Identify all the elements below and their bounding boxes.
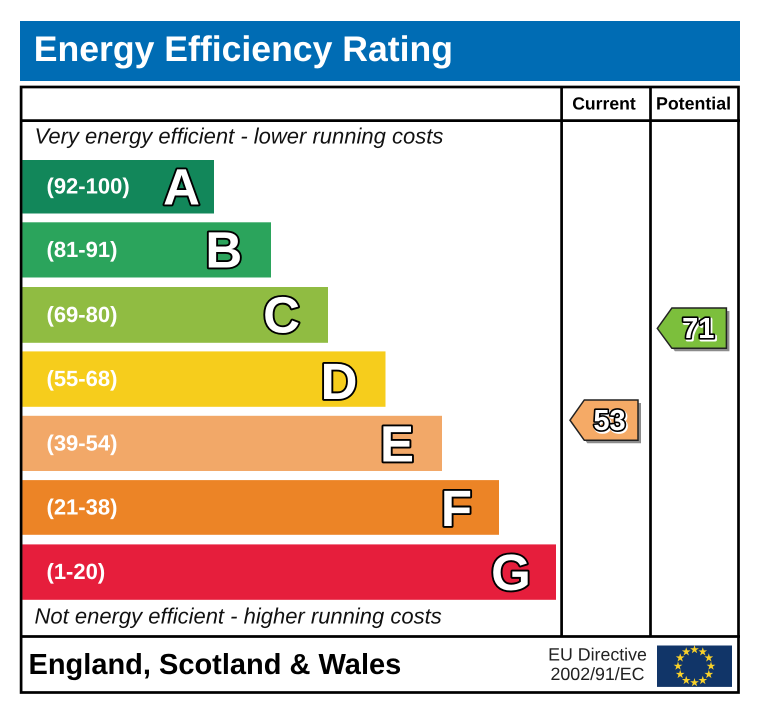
svg-text:53: 53: [593, 405, 625, 437]
svg-text:71: 71: [682, 313, 714, 345]
svg-text:(69-80): (69-80): [47, 302, 118, 327]
svg-text:Energy Efficiency Rating: Energy Efficiency Rating: [34, 29, 453, 69]
svg-text:(92-100): (92-100): [47, 174, 130, 199]
svg-text:EU Directive: EU Directive: [548, 645, 647, 665]
svg-text:E: E: [380, 416, 414, 473]
svg-text:Very energy efficient - lower: Very energy efficient - lower running co…: [35, 124, 444, 149]
svg-text:(81-91): (81-91): [47, 237, 118, 262]
svg-text:Current: Current: [572, 94, 636, 114]
svg-text:71: 71: [683, 315, 715, 347]
svg-text:(21-38): (21-38): [47, 495, 118, 520]
svg-text:England, Scotland & Wales: England, Scotland & Wales: [29, 649, 402, 681]
svg-text:Not energy efficient - higher: Not energy efficient - higher running co…: [35, 603, 442, 628]
svg-text:F: F: [441, 480, 472, 537]
svg-text:A: A: [163, 158, 200, 215]
svg-text:G: G: [491, 544, 531, 601]
svg-text:2002/91/EC: 2002/91/EC: [551, 664, 645, 684]
svg-text:Potential: Potential: [656, 94, 731, 114]
svg-text:B: B: [205, 222, 242, 279]
svg-text:C: C: [263, 287, 300, 344]
svg-text:D: D: [321, 353, 358, 410]
svg-text:(39-54): (39-54): [47, 430, 118, 455]
svg-text:(1-20): (1-20): [47, 559, 106, 584]
svg-text:53: 53: [595, 407, 627, 439]
svg-text:(55-68): (55-68): [47, 366, 118, 391]
